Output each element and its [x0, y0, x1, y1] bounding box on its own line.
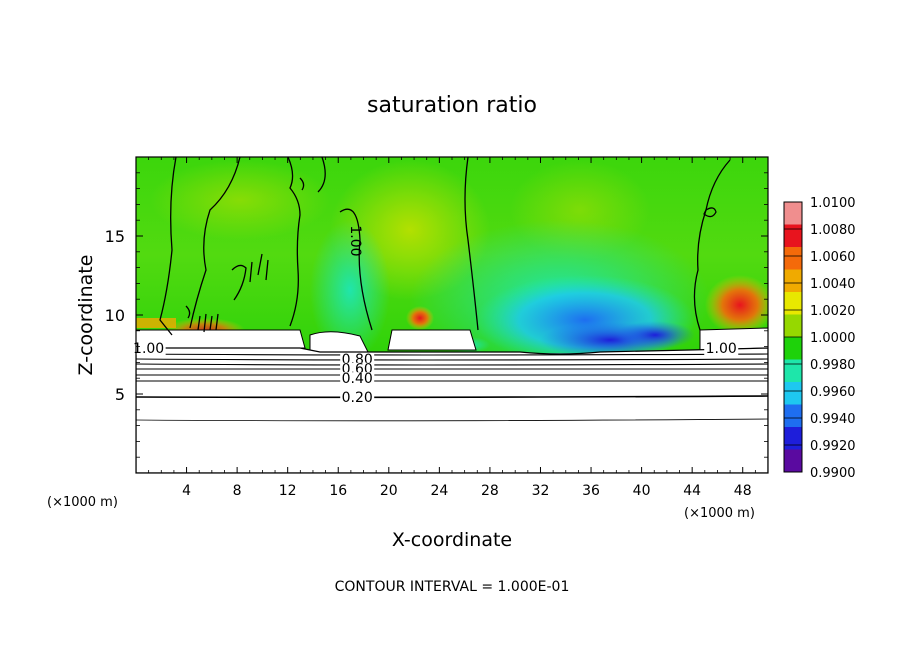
- contour-label: 0.20: [342, 390, 373, 406]
- colorbar-swatch: [784, 224, 802, 248]
- colorbar-swatch: [784, 337, 802, 360]
- colorbar-swatch: [784, 202, 802, 225]
- colorbar-tick-label: 1.0080: [810, 223, 856, 238]
- x-tick-label: 20: [380, 483, 398, 499]
- x-tick-label: 28: [481, 483, 499, 499]
- contour-label: 1.00: [133, 341, 164, 357]
- y-tick-label: 10: [105, 306, 125, 325]
- x-tick-label: 32: [532, 483, 550, 499]
- colorbar-swatch: [784, 292, 802, 315]
- x-tick-label: 24: [430, 483, 448, 499]
- y-tick-label: 5: [115, 385, 125, 404]
- contour-label-bg: [340, 372, 375, 386]
- colorbar-swatch: [784, 314, 802, 338]
- colorbar-tick-label: 1.0000: [810, 331, 856, 346]
- contour-label-bg: [340, 391, 375, 405]
- plot-area: [136, 157, 768, 473]
- chart-title: saturation ratio: [367, 93, 537, 118]
- x-tick-label: 12: [279, 483, 297, 499]
- contour-labels: 1.001.001.000.800.600.400.20: [131, 225, 739, 406]
- colorbar-swatch: [784, 404, 802, 428]
- stable-layer-contours: [136, 353, 768, 422]
- colorbar-tick-label: 1.0040: [810, 277, 856, 292]
- contour-lines: [159, 157, 731, 336]
- x-axis-label: X-coordinate: [392, 529, 512, 551]
- contour-label: 1.00: [706, 341, 737, 357]
- x-tick-label: 4: [182, 483, 191, 499]
- colorbar-swatch: [784, 427, 802, 450]
- colorbar-tick-label: 1.0100: [810, 196, 856, 211]
- colorbar-tick-label: 0.9940: [810, 412, 856, 427]
- colorbar-tick-label: 1.0060: [810, 250, 856, 265]
- x-tick-label: 36: [582, 483, 600, 499]
- colorbar-swatch: [784, 382, 802, 405]
- x-unit-label-right: (×1000 m): [684, 506, 755, 521]
- cloud-patch: [136, 329, 306, 349]
- x-tick-label: 8: [233, 483, 242, 499]
- contour-label: 1.00: [347, 225, 363, 256]
- x-unit-label-left: (×1000 m): [47, 495, 118, 510]
- colorbar-swatch: [784, 359, 802, 383]
- colorbar-swatch: [784, 269, 802, 293]
- x-tick-label: 44: [683, 483, 701, 499]
- contour-label: 0.40: [342, 371, 373, 387]
- colorbar-tick-label: 0.9960: [810, 385, 856, 400]
- x-tick-label: 40: [633, 483, 651, 499]
- contour-label-bg: [131, 342, 166, 356]
- colorbar-tick-label: 1.0020: [810, 304, 856, 319]
- x-tick-label: 48: [734, 483, 752, 499]
- contour-interval-note: CONTOUR INTERVAL = 1.000E-01: [335, 579, 570, 595]
- y-axis-label: Z-coordinate: [75, 255, 97, 376]
- colorbar-tick-label: 0.9980: [810, 358, 856, 373]
- y-tick-label: 15: [105, 227, 125, 246]
- colorbar-tick-label: 0.9920: [810, 439, 856, 454]
- colorbar: 1.0100 1.0080 1.0060 1.0040 1.0020 1.0000 0.99…: [783, 196, 856, 481]
- x-tick-label: 16: [329, 483, 347, 499]
- y-axis: 5 10 15: [105, 172, 768, 458]
- colorbar-tick-label: 0.9900: [810, 466, 856, 481]
- contour-label-bg: [704, 342, 739, 356]
- colorbar-swatch: [784, 449, 802, 473]
- x-axis: 4 8 12 16 20 24 28 32 36 40 44 48: [148, 157, 756, 499]
- colorbar-swatch: [784, 247, 802, 270]
